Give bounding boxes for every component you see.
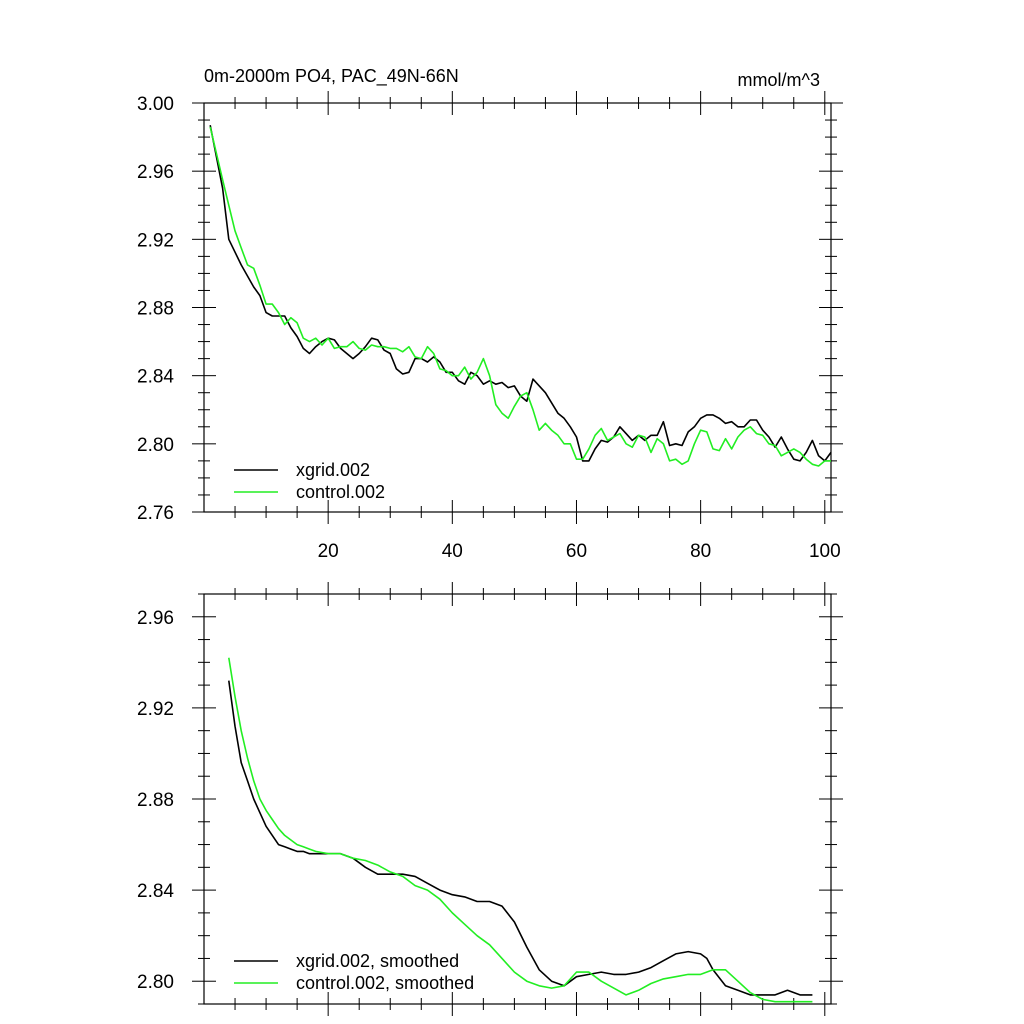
bottom-legend: xgrid.002, smoothed control.002, smoothe… <box>234 951 474 993</box>
y-tick-label: 2.96 <box>137 608 174 629</box>
y-tick-label: 2.88 <box>137 299 174 320</box>
y-tick-label: 2.80 <box>137 972 174 993</box>
legend-label-xgrid-smoothed: xgrid.002, smoothed <box>296 951 459 971</box>
y-tick-label: 2.80 <box>137 435 174 456</box>
chart-title: 0m-2000m PO4, PAC_49N-66N <box>204 66 459 87</box>
legend-label-control: control.002 <box>296 482 385 502</box>
y-tick-label: 2.84 <box>137 881 174 902</box>
y-tick-label: 2.84 <box>137 367 174 388</box>
y-tick-label: 2.92 <box>137 230 174 251</box>
y-tick-label: 2.92 <box>137 699 174 720</box>
top-legend: xgrid.002 control.002 <box>234 460 385 502</box>
y-tick-label: 2.96 <box>137 162 174 183</box>
series-line-bottom-control <box>228 657 813 1003</box>
top-axis-ticks: 2.76 2.80 2.84 2.88 2.92 2.96 3.00 20 40 60 80 100 <box>137 91 843 562</box>
x-tick-label: 100 <box>809 541 841 562</box>
series-line-bottom-xgrid <box>228 680 813 996</box>
top-series-lines <box>209 125 832 467</box>
y-tick-label: 2.76 <box>137 503 174 524</box>
legend-label-control-smoothed: control.002, smoothed <box>296 973 474 993</box>
bottom-plot-frame <box>203 593 832 1005</box>
bottom-series-lines <box>228 657 813 1003</box>
series-line-top-control <box>209 126 831 467</box>
series-line-top-xgrid <box>209 125 832 462</box>
x-tick-label: 20 <box>318 541 339 562</box>
legend-label-xgrid: xgrid.002 <box>296 460 370 480</box>
x-tick-label: 60 <box>566 541 587 562</box>
y-tick-label: 2.88 <box>137 790 174 811</box>
units-label: mmol/m^3 <box>738 70 820 90</box>
top-plot-frame <box>203 102 832 513</box>
x-tick-label: 40 <box>442 541 463 562</box>
y-tick-label: 3.00 <box>137 94 174 115</box>
bottom-axis-ticks: 2.80 2.84 2.88 2.92 2.96 <box>137 582 843 1016</box>
x-tick-label: 80 <box>690 541 711 562</box>
